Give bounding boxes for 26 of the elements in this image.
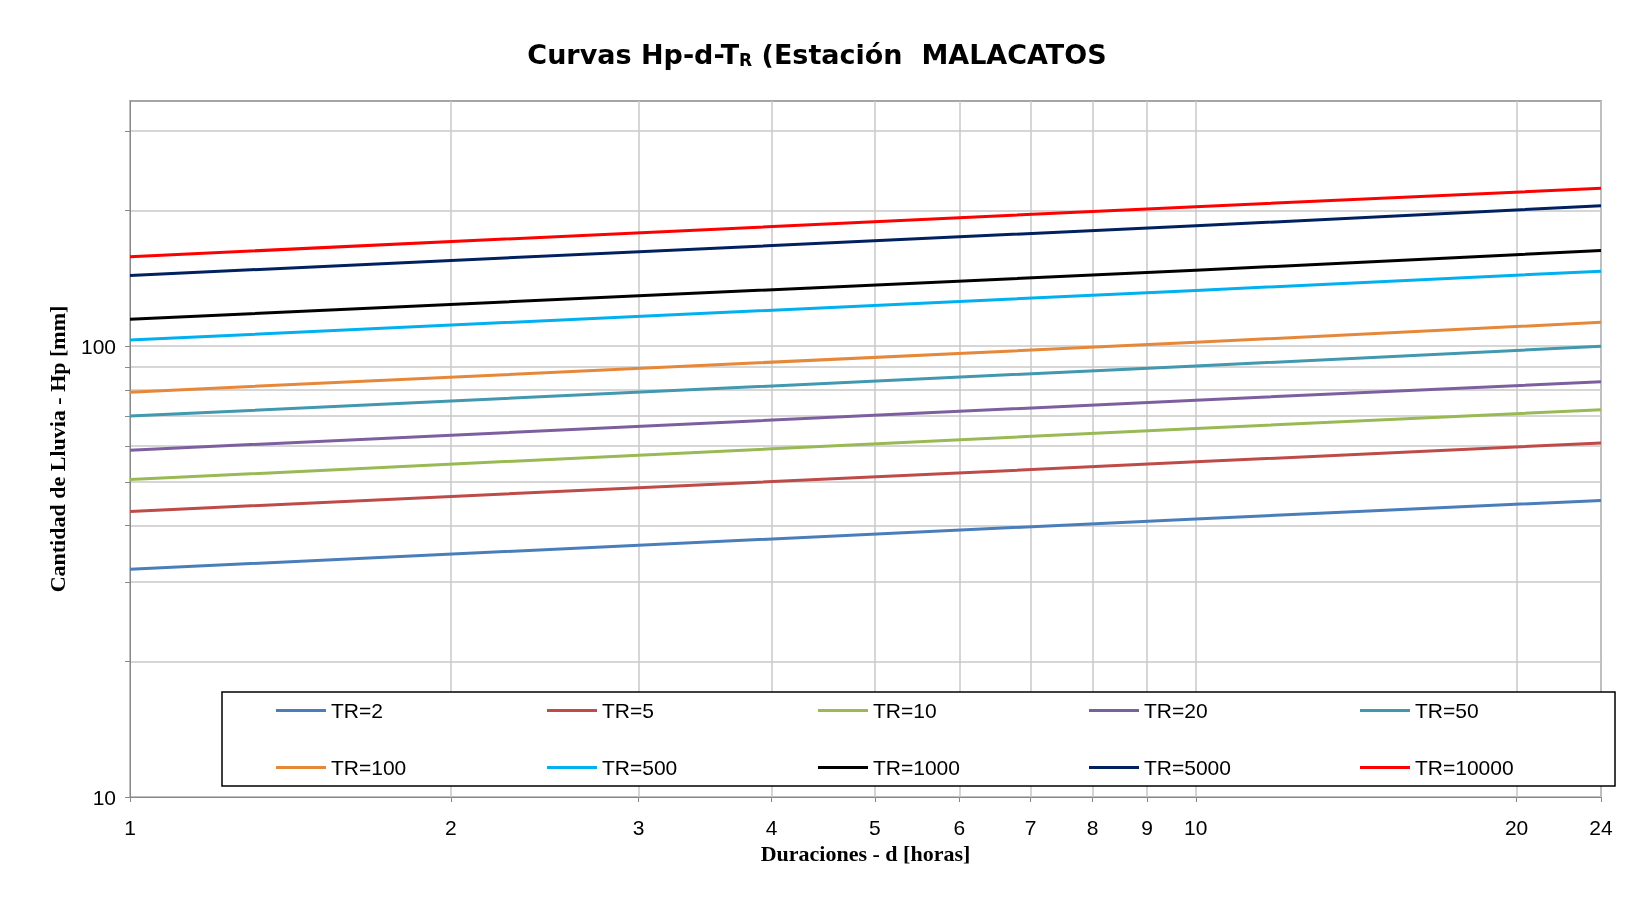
- x-tick-label: 5: [869, 816, 881, 839]
- x-tick-label: 7: [1024, 816, 1037, 839]
- x-tick-label: 8: [1086, 816, 1099, 839]
- legend-label: TR=10: [873, 699, 937, 722]
- x-tick-label: 3: [632, 816, 645, 839]
- x-tick-label: 20: [1504, 816, 1529, 839]
- legend-label: TR=5: [602, 699, 654, 722]
- legend-label: TR=1000: [873, 756, 960, 779]
- x-tick-label: 24: [1589, 816, 1613, 839]
- chart-title: Curvas Hp-d-TR (Estación MALACATOS: [527, 39, 1107, 70]
- x-tick-label: 9: [1141, 816, 1153, 839]
- legend-label: TR=10000: [1415, 756, 1514, 779]
- legend-label: TR=2: [331, 699, 383, 722]
- y-axis-title: Cantidad de Lluvia - Hp [mm]: [44, 305, 70, 593]
- x-tick-label: 4: [765, 816, 778, 839]
- y-tick-label: 100: [80, 334, 116, 358]
- legend-label: TR=100: [331, 756, 407, 779]
- legend-label: TR=50: [1415, 699, 1479, 722]
- x-tick-label: 1: [124, 816, 136, 839]
- x-axis-title: Duraciones - d [horas]: [760, 841, 971, 867]
- x-tick-label: 10: [1184, 816, 1208, 839]
- x-tick-label: 2: [444, 816, 457, 839]
- x-tick-label: 6: [953, 816, 966, 839]
- legend-label: TR=5000: [1144, 756, 1231, 779]
- legend-label: TR=500: [602, 756, 678, 779]
- legend-label: TR=20: [1144, 699, 1208, 722]
